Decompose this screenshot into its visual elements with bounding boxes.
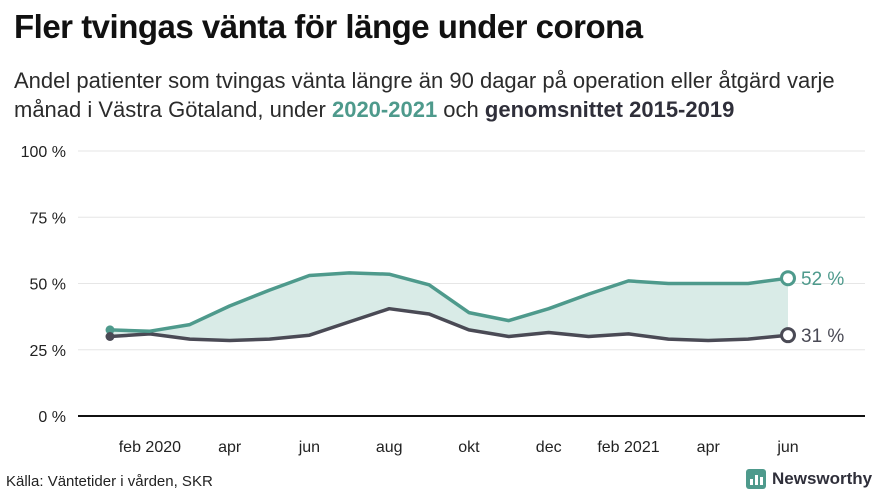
subtitle-highlight-current: 2020-2021	[331, 97, 438, 122]
x-tick-label: dec	[536, 439, 562, 456]
x-tick-label: feb 2021	[597, 439, 659, 456]
x-tick-label: jun	[776, 439, 798, 456]
series-end-label-average: 31 %	[801, 326, 844, 347]
fill-between-area	[110, 272, 788, 341]
x-tick-label: jun	[298, 439, 320, 456]
series-start-point-average	[105, 332, 115, 341]
series-start-point-current	[105, 325, 115, 335]
y-tick-label: 100 %	[21, 144, 66, 161]
source-note: Källa: Väntetider i vården, SKR	[6, 473, 213, 490]
bar-chart-icon	[746, 469, 766, 489]
series-end-point-current	[780, 270, 796, 287]
logo-text: Newsworthy	[772, 469, 873, 488]
newsworthy-logo: Newsworthy	[746, 468, 872, 490]
x-tick-label: okt	[458, 439, 480, 456]
chart-subtitle: Andel patienter som tvingas vänta längre…	[14, 66, 874, 124]
series-line-current	[108, 271, 790, 333]
series-end-label-current: 52 %	[801, 269, 844, 290]
chart-title: Fler tvingas vänta för länge under coron…	[14, 8, 643, 45]
series-end-point-average	[780, 327, 796, 344]
y-tick-label: 25 %	[30, 343, 66, 360]
x-tick-label: feb 2020	[119, 439, 181, 456]
subtitle-text-and: och	[437, 97, 485, 122]
subtitle-text: Andel patienter som tvingas vänta längre…	[14, 68, 835, 122]
y-tick-label: 50 %	[30, 277, 66, 294]
subtitle-highlight-average: genomsnittet 2015-2019	[484, 97, 735, 122]
y-tick-label: 0 %	[38, 409, 66, 426]
x-tick-label: apr	[697, 439, 721, 456]
series-line-average	[108, 306, 790, 343]
y-tick-label: 75 %	[30, 210, 66, 227]
x-tick-label: aug	[376, 439, 403, 456]
x-tick-label: apr	[218, 439, 242, 456]
